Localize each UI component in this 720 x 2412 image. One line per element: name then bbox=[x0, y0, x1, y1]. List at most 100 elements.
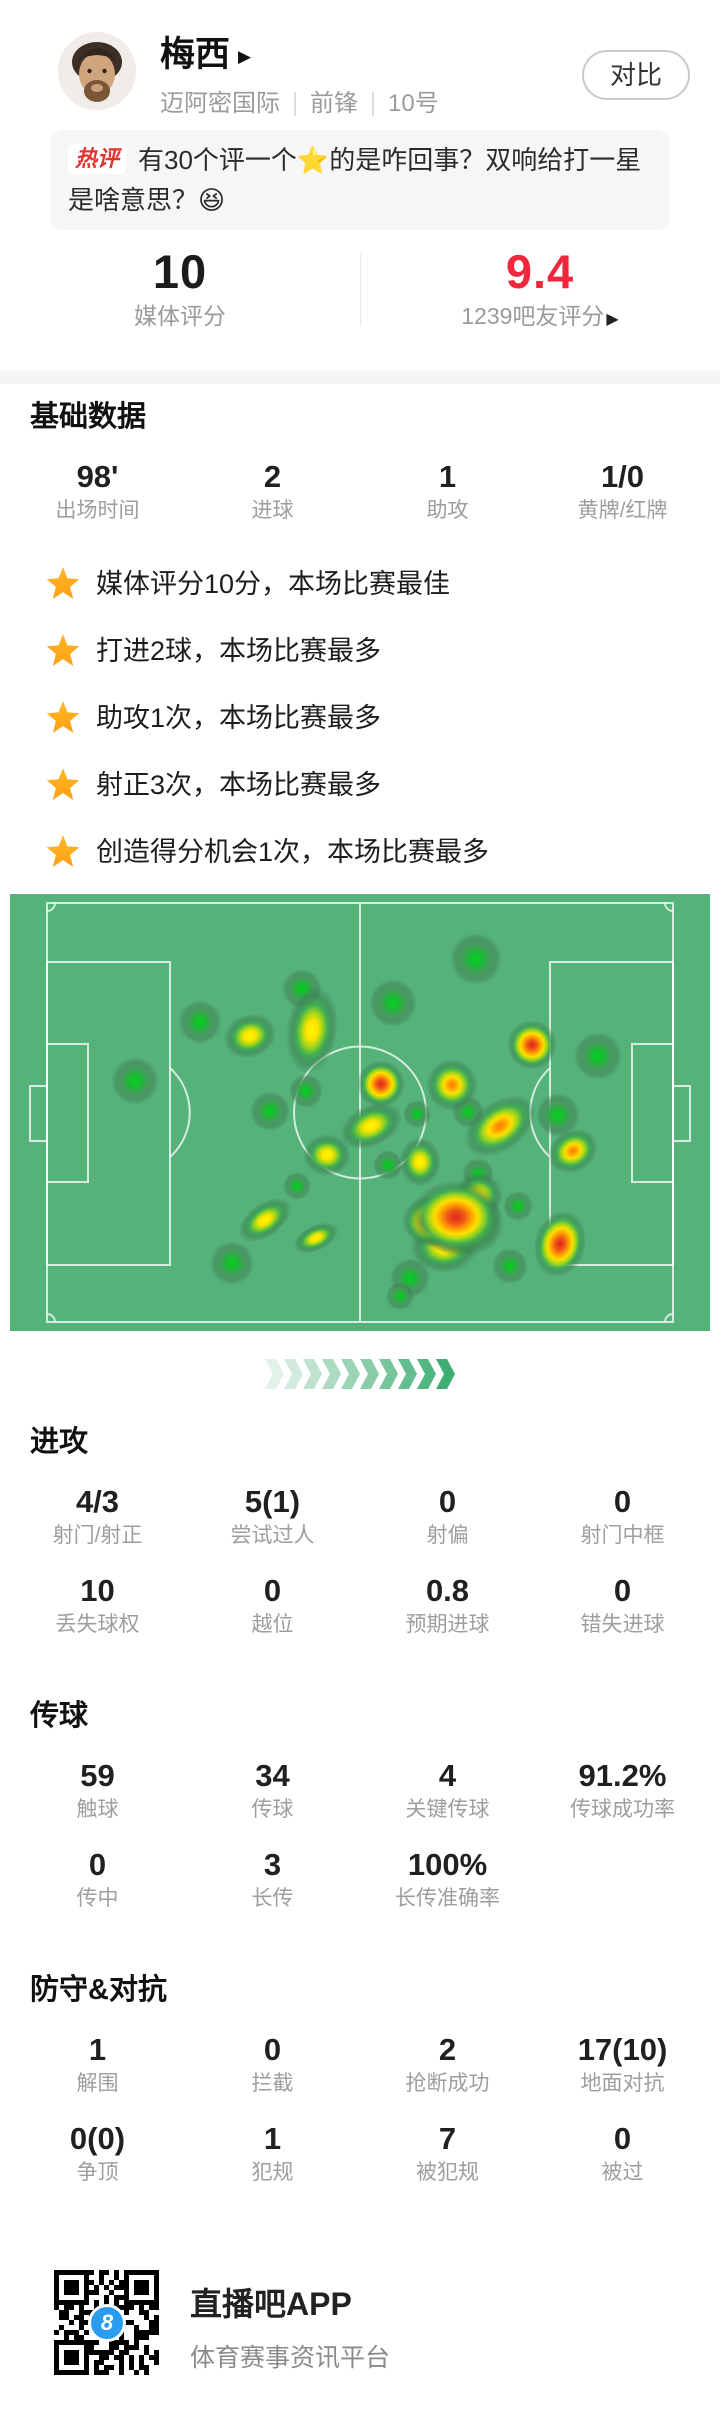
app-logo-badge: 8 bbox=[88, 2304, 126, 2342]
chevron-icon bbox=[265, 1359, 284, 1389]
heat-blob-g bbox=[369, 979, 417, 1027]
highlight-item: 助攻1次，本场比赛最多 bbox=[0, 701, 720, 735]
chevron-icon bbox=[436, 1359, 455, 1389]
stat-value: 0.8 bbox=[425, 1573, 470, 1608]
hot-comment-box[interactable]: 热评 有30个评一个⭐的是咋回事？双响给打一星是啥意思？😆 bbox=[50, 130, 670, 230]
stat-label: 拦截 bbox=[251, 2072, 294, 2095]
stat-passing-1-0: 0 传中 bbox=[10, 1848, 185, 1911]
stat-label: 触球 bbox=[76, 1798, 119, 1821]
subtitle-divider bbox=[294, 92, 296, 116]
heat-blob-y bbox=[293, 1222, 339, 1254]
stat-attack-1-2: 0.8 预期进球 bbox=[360, 1574, 535, 1637]
player-name-row[interactable]: 梅西 ▶ bbox=[160, 36, 582, 74]
stat-label: 预期进球 bbox=[405, 1613, 490, 1636]
stat-row: 0 传中 3 长传 100% 长传准确率 bbox=[0, 1848, 720, 1911]
highlight-text: 创造得分机会1次，本场比赛最多 bbox=[96, 837, 490, 867]
chevron-icon bbox=[398, 1359, 417, 1389]
stat-basic-0-2: 1 助攻 bbox=[360, 460, 535, 523]
hot-comment-badge: 热评 bbox=[68, 144, 127, 174]
stat-value: 0 bbox=[438, 1484, 457, 1519]
section-title-defense: 防守&对抗 bbox=[30, 1974, 167, 2006]
stat-label: 地面对抗 bbox=[580, 2072, 665, 2095]
stat-value: 1 bbox=[263, 2121, 282, 2156]
stat-label: 射门/射正 bbox=[52, 1524, 143, 1547]
stat-label: 进球 bbox=[251, 499, 294, 522]
player-subtitle: 迈阿密国际 前锋 10号 bbox=[160, 90, 582, 118]
stat-label: 犯规 bbox=[251, 2161, 294, 2184]
stat-label: 传中 bbox=[76, 1887, 119, 1910]
stat-row: 1 解围 0 拦截 2 抢断成功 17(10) 地面对抗 bbox=[0, 2033, 720, 2096]
heat-blob-g bbox=[503, 1191, 533, 1221]
stat-label: 丢失球权 bbox=[55, 1613, 140, 1636]
heat-blob-g bbox=[373, 1150, 403, 1180]
heat-blob-g bbox=[178, 1000, 222, 1044]
stat-label: 尝试过人 bbox=[230, 1524, 315, 1547]
stat-label: 射偏 bbox=[426, 1524, 469, 1547]
stat-defense-1-2: 7 被犯规 bbox=[360, 2122, 535, 2185]
heat-blob-y bbox=[399, 1137, 441, 1187]
player-team: 迈阿密国际 bbox=[160, 90, 280, 117]
compare-button[interactable]: 对比 bbox=[581, 50, 690, 100]
stat-attack-1-1: 0 越位 bbox=[185, 1574, 360, 1637]
player-name: 梅西 bbox=[160, 35, 231, 74]
section-title-basic: 基础数据 bbox=[30, 401, 147, 433]
heat-blob-y bbox=[223, 1013, 277, 1059]
highlight-item: 射正3次，本场比赛最多 bbox=[0, 768, 720, 802]
stat-label: 助攻 bbox=[426, 499, 469, 522]
stat-basic-0-1: 2 进球 bbox=[185, 460, 360, 523]
stat-row: 0(0) 争顶 1 犯规 7 被犯规 0 被过 bbox=[0, 2122, 720, 2185]
player-header: 梅西 ▶ 迈阿密国际 前锋 10号 对比 bbox=[0, 0, 720, 118]
chevron-divider bbox=[0, 1359, 720, 1389]
heat-blob-g bbox=[386, 1282, 414, 1310]
app-tagline: 体育赛事资讯平台 bbox=[190, 2344, 391, 2372]
stat-value: 4 bbox=[438, 1758, 457, 1793]
chevron-icon bbox=[303, 1359, 322, 1389]
qr-pattern bbox=[54, 2270, 159, 2375]
stat-value: 10 bbox=[80, 1573, 115, 1608]
heat-blob-o bbox=[548, 1128, 598, 1174]
footer-text: 直播吧APP 体育赛事资讯平台 bbox=[190, 2268, 390, 2372]
player-number: 10号 bbox=[388, 90, 439, 117]
stat-value: 1 bbox=[438, 459, 457, 494]
highlight-item: 创造得分机会1次，本场比赛最多 bbox=[0, 835, 720, 869]
section-title-passing: 传球 bbox=[30, 1700, 89, 1732]
chevron-icon bbox=[379, 1359, 398, 1389]
hot-comment-text: 有30个评一个⭐的是咋回事？双响给打一星是啥意思？😆 bbox=[68, 145, 642, 215]
stat-label: 长传准确率 bbox=[395, 1887, 500, 1910]
chevron-icon bbox=[341, 1359, 360, 1389]
stat-passing-1-2: 100% 长传准确率 bbox=[360, 1848, 535, 1911]
stat-basic-0-0: 98' 出场时间 bbox=[10, 460, 185, 523]
stat-value: 100% bbox=[407, 1847, 488, 1882]
fans-rating[interactable]: 9.4 1239吧友评分 ▶ bbox=[360, 248, 720, 333]
heat-blob-g bbox=[574, 1032, 622, 1080]
media-rating: 10 媒体评分 bbox=[0, 248, 360, 333]
stat-label: 长传 bbox=[251, 1887, 294, 1910]
stat-value: 0 bbox=[263, 2032, 282, 2067]
stat-label: 争顶 bbox=[76, 2161, 119, 2184]
section-passing: 传球 59 触球 34 传球 4 关键传球 91.2% 传球成功率 0 传中 3 长传 100% 长传准确率 bbox=[0, 1699, 720, 1911]
chevron-icon bbox=[360, 1359, 379, 1389]
name-caret-icon: ▶ bbox=[238, 47, 252, 66]
stat-value: 2 bbox=[438, 2032, 457, 2067]
star-icon bbox=[46, 768, 80, 800]
stat-attack-0-3: 0 射门中框 bbox=[535, 1485, 710, 1548]
media-rating-value: 10 bbox=[152, 245, 208, 298]
heatmap-pitch bbox=[10, 894, 710, 1331]
stat-value: 5(1) bbox=[244, 1484, 301, 1519]
subtitle-divider bbox=[372, 92, 374, 116]
stat-value: 4/3 bbox=[75, 1484, 120, 1519]
stat-label: 出场时间 bbox=[55, 499, 140, 522]
stat-label: 抢断成功 bbox=[405, 2072, 490, 2095]
stat-label: 传球 bbox=[251, 1798, 294, 1821]
media-rating-label: 媒体评分 bbox=[134, 303, 226, 329]
stat-value: 0 bbox=[613, 1573, 632, 1608]
stat-value: 91.2% bbox=[578, 1758, 667, 1793]
stat-attack-1-0: 10 丢失球权 bbox=[10, 1574, 185, 1637]
star-icon bbox=[46, 835, 80, 867]
stat-row: 59 触球 34 传球 4 关键传球 91.2% 传球成功率 bbox=[0, 1759, 720, 1822]
section-defense: 防守&对抗 1 解围 0 拦截 2 抢断成功 17(10) 地面对抗 0(0) 争顶 1 犯规 7 被犯规 0… bbox=[0, 1973, 720, 2185]
stat-defense-1-1: 1 犯规 bbox=[185, 2122, 360, 2185]
heat-blob-g bbox=[450, 933, 502, 985]
player-position: 前锋 bbox=[310, 90, 358, 117]
highlight-text: 打进2球，本场比赛最多 bbox=[96, 636, 382, 666]
